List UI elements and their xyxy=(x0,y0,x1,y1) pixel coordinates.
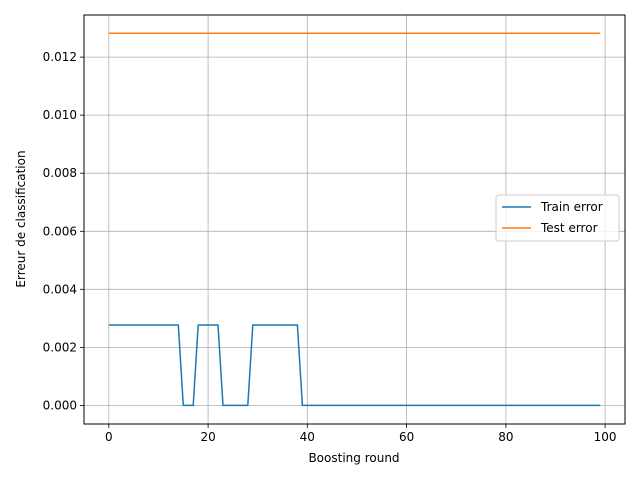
y-tick-label: 0.008 xyxy=(43,166,77,180)
y-axis-title: Erreur de classification xyxy=(14,150,28,287)
legend: Train error Test error xyxy=(495,194,620,242)
x-tick-label: 80 xyxy=(498,430,513,444)
x-tick-label: 40 xyxy=(300,430,315,444)
x-tick-label: 20 xyxy=(200,430,215,444)
plot-frame xyxy=(83,14,626,425)
series-line-train-error xyxy=(108,324,601,407)
series-layer xyxy=(108,32,601,407)
y-tick-label: 0.012 xyxy=(43,50,77,64)
y-tick-label: 0.000 xyxy=(43,398,77,412)
y-tick-label: 0.006 xyxy=(43,224,77,238)
x-tick-label: 0 xyxy=(105,430,113,444)
x-axis: 0 20 40 60 80 100 xyxy=(105,424,617,444)
y-tick-label: 0.010 xyxy=(43,108,77,122)
legend-label-train-error: Train error xyxy=(540,200,603,214)
x-tick-label: 100 xyxy=(594,430,617,444)
x-axis-title: Boosting round xyxy=(308,451,399,465)
y-tick-label: 0.002 xyxy=(43,340,77,354)
x-tick-label: 60 xyxy=(399,430,414,444)
y-axis: 0.000 0.002 0.004 0.006 0.008 0.010 0.012 xyxy=(43,50,84,412)
y-tick-label: 0.004 xyxy=(43,282,77,296)
legend-label-test-error: Test error xyxy=(540,221,598,235)
